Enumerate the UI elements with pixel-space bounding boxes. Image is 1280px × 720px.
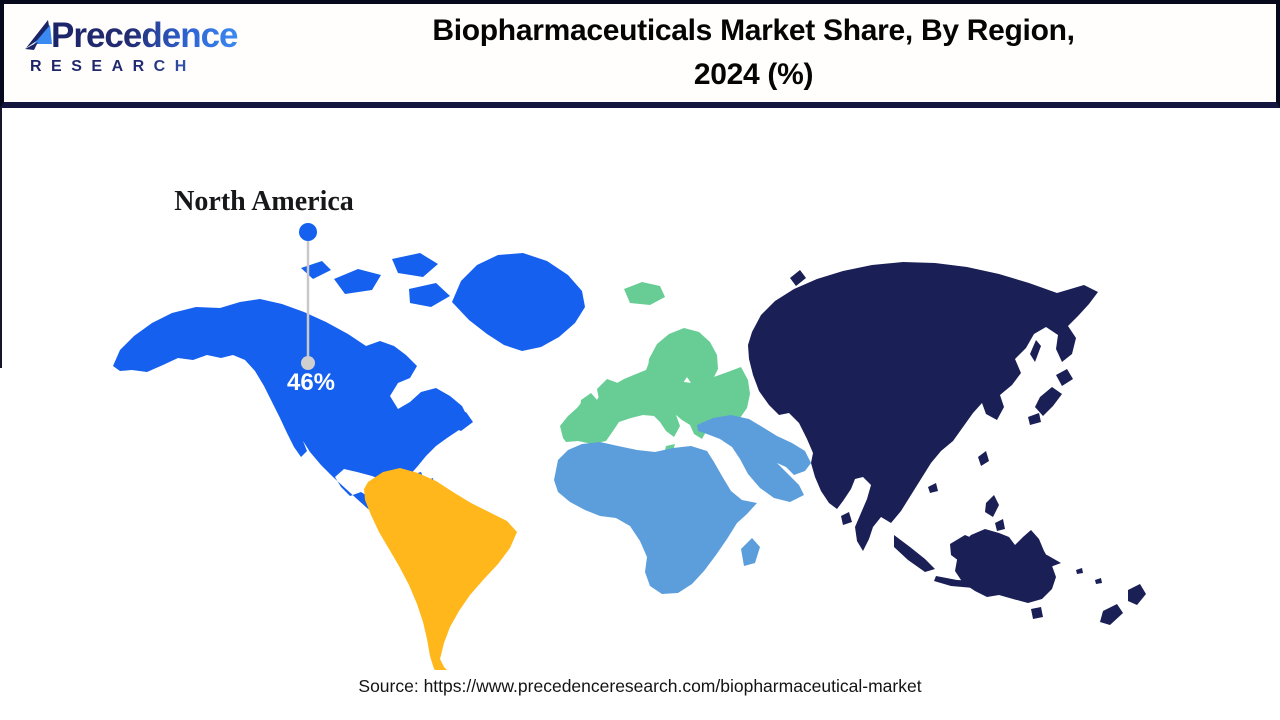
callout-end-dot (301, 356, 315, 370)
precedence-sail-icon (25, 20, 52, 50)
region-middle-east-africa (554, 415, 811, 594)
header: Precedence RESEARCH Biopharmaceuticals M… (0, 0, 1280, 108)
brand-name: Precedence (51, 16, 239, 55)
brand-logo: Precedence RESEARCH (24, 16, 239, 76)
region-south-america (364, 468, 517, 670)
region-asia-pacific (748, 262, 1146, 625)
region-north-america (113, 253, 585, 525)
left-border-artifact (0, 108, 2, 368)
region-value-north-america: 46% (286, 369, 336, 396)
chart-title-line1: Biopharmaceuticals Market Share, By Regi… (432, 14, 1075, 47)
chart-title-line2: 2024 (%) (693, 58, 814, 91)
source-note: Source: https://www.precedenceresearch.c… (358, 676, 922, 696)
region-label-north-america: North America (174, 186, 354, 217)
world-map (0, 108, 1280, 670)
world-map-svg (113, 223, 1146, 670)
chart-title: Biopharmaceuticals Market Share, By Regi… (249, 9, 1258, 97)
brand-subname: RESEARCH (30, 58, 239, 76)
callout-anchor-dot (299, 223, 317, 241)
na-callout (299, 223, 317, 370)
